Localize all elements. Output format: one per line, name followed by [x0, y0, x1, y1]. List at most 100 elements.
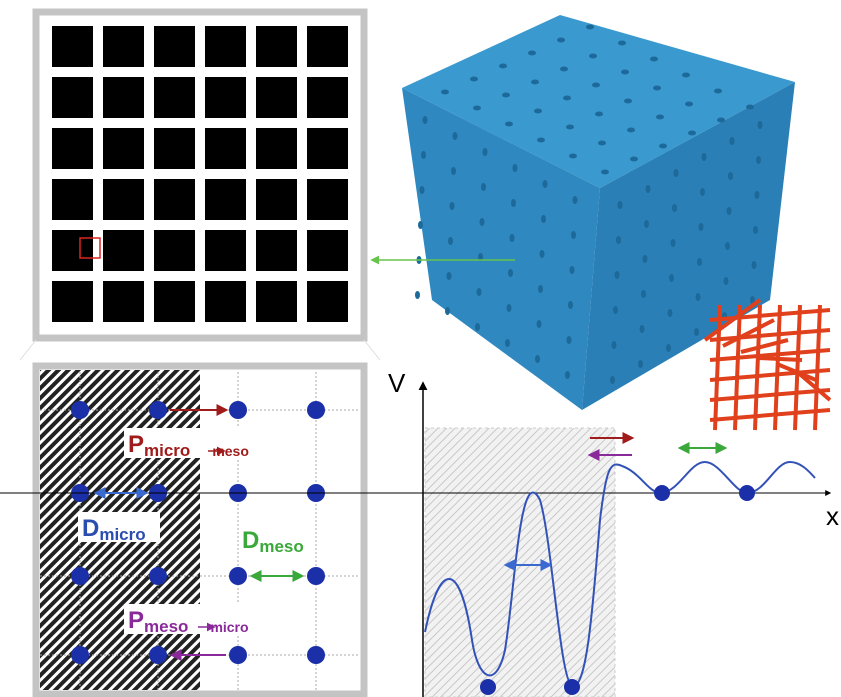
pore-block: [256, 230, 297, 271]
hole: [694, 328, 699, 336]
strut: [793, 368, 832, 402]
hole: [670, 239, 676, 247]
strut: [709, 348, 831, 362]
particle: [71, 401, 89, 419]
particle: [307, 567, 325, 585]
hole: [639, 325, 645, 333]
hole: [754, 191, 760, 199]
hole: [726, 207, 732, 215]
hole: [452, 132, 458, 140]
pore-block: [52, 77, 93, 118]
hole: [667, 309, 673, 317]
lattice: [703, 298, 832, 431]
strut: [709, 328, 831, 342]
hole: [729, 137, 735, 145]
particle: [149, 401, 167, 419]
hole: [536, 320, 542, 328]
pore-block: [205, 179, 246, 220]
pore-block: [307, 77, 348, 118]
hole: [557, 37, 565, 43]
strut: [740, 338, 789, 354]
hole: [505, 339, 510, 347]
particle: [229, 567, 247, 585]
hole: [753, 226, 758, 234]
pore-block: [103, 179, 144, 220]
pore-block: [103, 230, 144, 271]
particle: [229, 646, 247, 664]
potential-minima: [480, 485, 755, 695]
hole: [541, 215, 546, 223]
hole: [476, 288, 482, 296]
hole: [659, 143, 667, 149]
pore-block: [307, 281, 348, 322]
hole: [673, 169, 679, 177]
from: micro: [144, 441, 190, 460]
x-axis-label: x: [826, 501, 839, 531]
hole: [512, 164, 518, 172]
hole: [451, 167, 456, 175]
pore-block: [103, 128, 144, 169]
hole: [610, 376, 615, 384]
pore-block: [307, 179, 348, 220]
hole: [505, 121, 513, 127]
hole: [700, 188, 705, 196]
hole: [528, 50, 536, 56]
hole: [624, 98, 632, 104]
hole: [672, 204, 677, 212]
strut: [709, 388, 831, 402]
hole: [478, 253, 483, 261]
hole: [531, 79, 539, 85]
hole: [751, 261, 757, 269]
pore-block: [103, 26, 144, 67]
hole: [595, 111, 603, 117]
pore-block: [154, 77, 195, 118]
hole: [421, 151, 426, 159]
hole: [601, 169, 609, 175]
pore-block: [52, 179, 93, 220]
hole: [750, 296, 755, 304]
pore-block: [103, 281, 144, 322]
hole: [621, 69, 629, 75]
hole: [653, 85, 661, 91]
hole: [568, 301, 573, 309]
pore-block: [154, 281, 195, 322]
hole: [422, 116, 428, 124]
hole: [537, 137, 545, 143]
v-axis-label: V: [388, 368, 406, 398]
pore-block: [205, 281, 246, 322]
p-meso-micro: Pmeso micro: [128, 607, 249, 636]
hole: [598, 140, 606, 146]
strut: [722, 318, 775, 348]
hole: [566, 336, 572, 344]
pore-block: [256, 77, 297, 118]
particle: [149, 646, 167, 664]
hole: [650, 56, 658, 62]
pore-block: [52, 230, 93, 271]
hole: [499, 63, 507, 69]
pore-block: [307, 230, 348, 271]
hole: [666, 344, 671, 352]
strut: [733, 304, 742, 431]
strut: [713, 304, 722, 431]
hole: [415, 291, 420, 299]
strut: [773, 304, 782, 431]
sub: meso: [259, 537, 303, 556]
strut: [709, 308, 831, 322]
strut: [703, 298, 762, 342]
hole: [688, 130, 696, 136]
pore-block: [154, 128, 195, 169]
hole: [560, 66, 568, 72]
hole: [569, 266, 575, 274]
hole: [756, 156, 761, 164]
pore-block: [256, 128, 297, 169]
pore-block: [307, 128, 348, 169]
strut: [758, 356, 803, 362]
hole: [746, 104, 754, 110]
hole: [627, 127, 635, 133]
pore-block: [52, 128, 93, 169]
pore-block: [205, 128, 246, 169]
hole: [717, 117, 725, 123]
particle: [149, 567, 167, 585]
hole: [445, 307, 450, 315]
hole: [714, 88, 722, 94]
